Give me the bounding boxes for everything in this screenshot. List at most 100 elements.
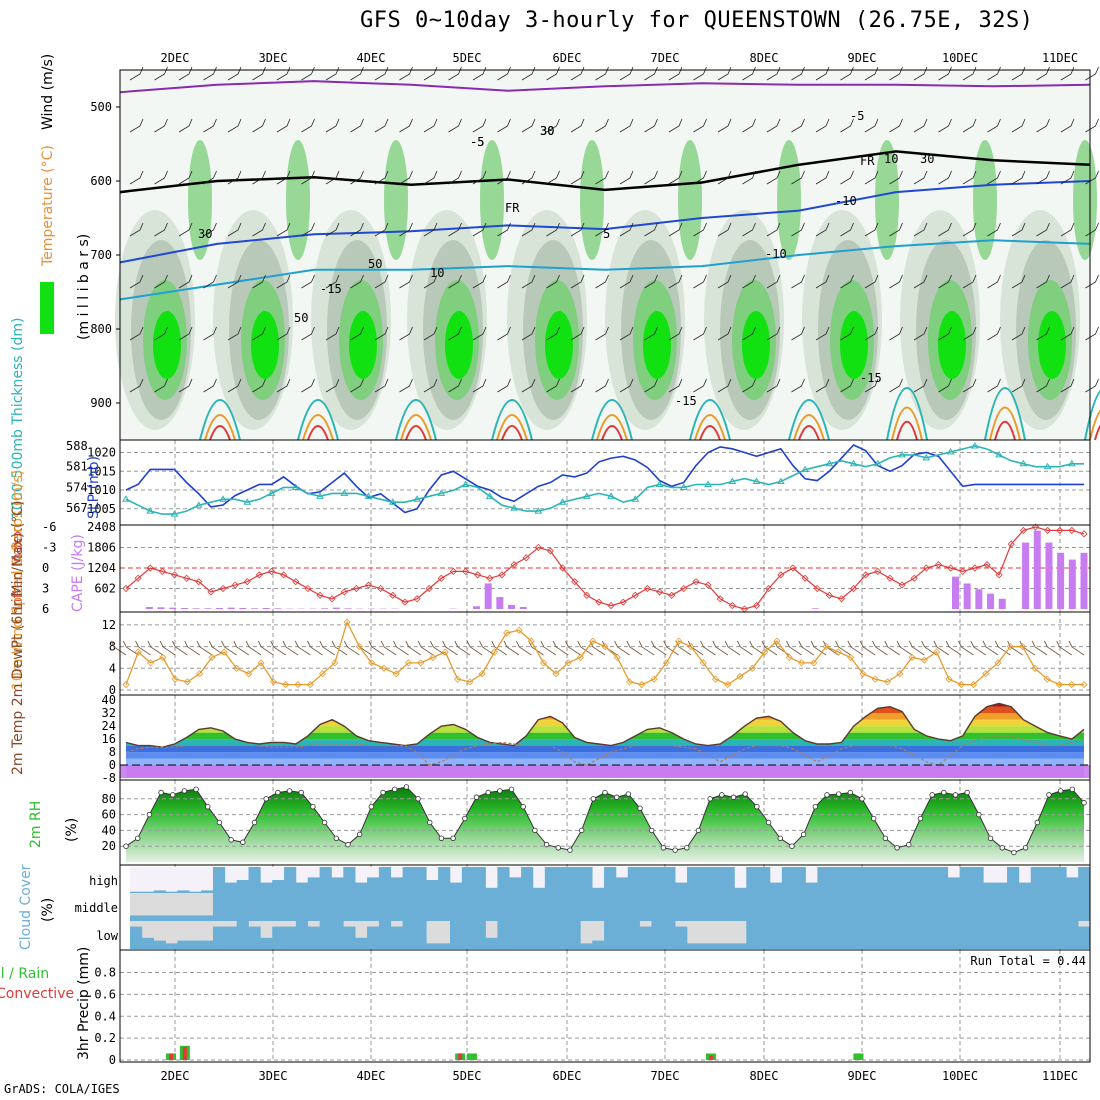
cloud-bar [1018,882,1032,893]
cloud-bar [983,882,996,893]
cloud-bar [675,882,688,893]
precip-convective-bar [182,1046,187,1060]
temp-band [126,726,1084,733]
temp-band [126,752,1084,759]
surface-wind-barb [958,640,974,656]
wind-barb [717,118,732,133]
wind-barb [987,274,1001,289]
wind-barb [546,378,560,393]
wind-barb [546,326,560,341]
wind-barb [913,118,928,133]
wind-speed-point [527,637,535,645]
wind-barb [178,274,193,289]
cape-bar [998,598,1006,609]
lifted-index-point [267,567,276,575]
rh-point [999,845,1005,851]
cloud-bar [995,921,1008,949]
rh-point [695,827,702,834]
rh-point [789,843,795,849]
lifted-index-point [389,591,397,599]
rh-point [170,792,176,798]
cloud-bar [758,893,771,921]
wind-barb [252,66,266,81]
lifted-index-point [316,591,324,599]
thickness-point [1067,459,1076,467]
cloud-bar [947,877,960,893]
surface-wind-barb [196,640,213,656]
surface-wind-barb [466,640,483,656]
wind-barb [644,66,658,81]
rh-point [917,815,924,822]
wind-barb [521,170,536,185]
lifted-index-point [243,578,251,586]
cloud-bar [473,893,486,921]
cape-bar [274,608,282,609]
wind-barb [840,378,854,393]
wind-barb [791,326,805,341]
wind-barb [962,378,977,393]
cloud-bar [805,921,818,949]
thickness-point [219,495,227,502]
wind-barb [227,222,242,237]
thickness-point [1043,462,1052,470]
rh-point [590,796,597,802]
wind-barb [913,170,928,185]
cloud-bar [355,893,368,921]
wind-barb [325,326,340,341]
rh-point [871,815,877,822]
wind-barb [987,66,1001,81]
cloud-bar [212,867,226,893]
wind-barb [472,66,487,81]
wind-ylabel: 10m Wind Speed & Barbs (m/s) [10,470,26,690]
cloud-bar [770,893,783,921]
top-xtick-label: 4DEC [357,51,386,65]
rh-point [625,791,632,797]
rh-point [228,837,234,843]
wind-speed-point [724,681,732,689]
cloud-bar [1030,867,1043,893]
lifted-index-point [183,574,191,582]
isotherm-surface [1089,409,1100,441]
rh-point [882,835,889,841]
wind-barb [1060,378,1075,393]
cloud-level-label: high [89,874,118,888]
wind-barb [497,326,511,341]
wind-speed-point [920,656,928,664]
cloud-bar [1078,893,1091,921]
cloud-bar [1042,867,1055,893]
isotherm-surface [204,414,236,441]
rh-point [1081,800,1087,806]
rh-point [520,804,526,810]
cape-bar [1022,542,1030,609]
cloud-bar [781,893,795,921]
wind-barb [325,222,340,237]
lifted-index-point [158,567,166,575]
wind-barb [497,66,511,81]
isotherm-surface [994,420,1016,441]
wind-barb [178,326,193,341]
wind-barb [497,118,511,133]
surface-wind-barb [970,640,986,656]
cloud-bar [1018,921,1032,949]
cloud-bar [236,880,249,893]
wind-barb [717,222,732,237]
surface-wind-barb [159,640,176,656]
rh-blob-90 [938,311,966,379]
isotherm-surface [591,399,633,441]
surface-wind-barb [945,640,962,656]
surface-wind-barb [872,640,888,656]
precip-total-bar [466,1053,477,1060]
wind-speed-point [613,653,621,661]
rh-point [263,796,269,802]
wind-barb [864,118,879,133]
cloud-bar [746,867,759,893]
rh-point [286,788,293,794]
cloud-bar [141,891,155,893]
wind-barb [546,66,560,81]
upper-ytick-label: 500 [90,100,112,114]
cloud-bar [130,915,143,921]
cloud-bar [971,893,984,921]
wind-barb [301,274,315,289]
surface-wind-barb [1031,640,1048,656]
upper-ytick-label: 700 [90,248,112,262]
